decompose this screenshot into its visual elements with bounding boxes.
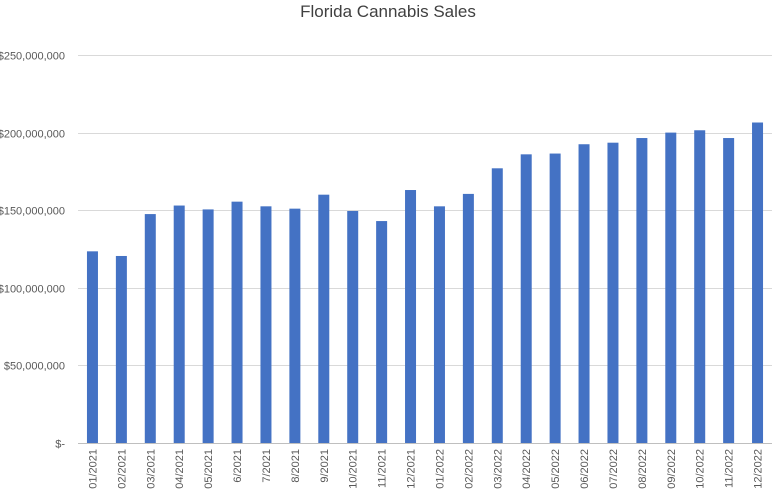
chart-title: Florida Cannabis Sales <box>300 2 476 21</box>
bar <box>144 214 156 443</box>
bar <box>260 206 272 443</box>
x-tick-label: 7/2021 <box>261 449 273 483</box>
bar <box>202 209 214 443</box>
y-tick-label: $150,000,000 <box>0 206 65 218</box>
x-tick-label: 04/2021 <box>174 449 186 489</box>
x-tick-label: 03/2022 <box>492 449 504 489</box>
bar <box>347 210 359 443</box>
bar <box>462 193 474 443</box>
x-tick-label: 05/2021 <box>203 449 215 489</box>
x-tick-label: 01/2022 <box>434 449 446 489</box>
x-tick-label: 01/2021 <box>87 449 99 489</box>
x-axis-ticks: 01/2021 02/2021 03/2021 04/2021 05/2021 6/202… <box>87 449 764 489</box>
x-tick-label: 02/2021 <box>116 449 128 489</box>
bar <box>752 122 764 443</box>
y-tick-label: $250,000,000 <box>0 51 65 63</box>
bar <box>607 142 619 443</box>
bar <box>318 194 330 443</box>
x-tick-label: 10/2022 <box>695 449 707 489</box>
bar <box>115 255 127 443</box>
x-tick-label: 06/2022 <box>579 449 591 489</box>
bar <box>636 138 648 443</box>
bar <box>694 130 706 443</box>
y-tick-label: $100,000,000 <box>0 284 65 296</box>
x-tick-label: 07/2022 <box>608 449 620 489</box>
x-tick-label: 02/2022 <box>463 449 475 489</box>
x-tick-label: 8/2021 <box>290 449 302 483</box>
bar <box>289 208 301 443</box>
x-tick-label: 09/2022 <box>666 449 678 489</box>
bar <box>231 201 243 443</box>
bar <box>86 251 98 443</box>
bars <box>86 122 764 444</box>
bar <box>578 144 590 444</box>
y-tick-label: $50,000,000 <box>4 361 65 373</box>
bar <box>520 154 532 443</box>
x-tick-label: 04/2022 <box>521 449 533 489</box>
gridlines <box>78 55 772 444</box>
x-tick-label: 11/2021 <box>377 449 389 488</box>
x-tick-label: 12/2021 <box>406 449 418 489</box>
y-axis-ticks: $- $50,000,000 $100,000,000 $150,000,000 $20… <box>0 51 65 451</box>
bar <box>665 132 677 443</box>
x-tick-label: 11/2022 <box>724 449 736 488</box>
bar <box>491 168 503 444</box>
y-tick-label: $200,000,000 <box>0 129 65 141</box>
bar <box>433 206 445 443</box>
x-tick-label: 08/2022 <box>637 449 649 489</box>
x-tick-label: 12/2022 <box>753 449 765 489</box>
bar <box>405 190 417 443</box>
bar <box>173 205 185 443</box>
bar <box>549 153 561 444</box>
x-tick-label: 6/2021 <box>232 449 244 483</box>
x-tick-label: 10/2021 <box>348 449 360 489</box>
x-tick-label: 05/2022 <box>550 449 562 489</box>
y-tick-label: $- <box>55 439 65 451</box>
x-tick-label: 9/2021 <box>319 449 331 483</box>
x-tick-label: 03/2021 <box>145 449 157 489</box>
bar <box>376 221 388 443</box>
bar <box>723 138 735 443</box>
